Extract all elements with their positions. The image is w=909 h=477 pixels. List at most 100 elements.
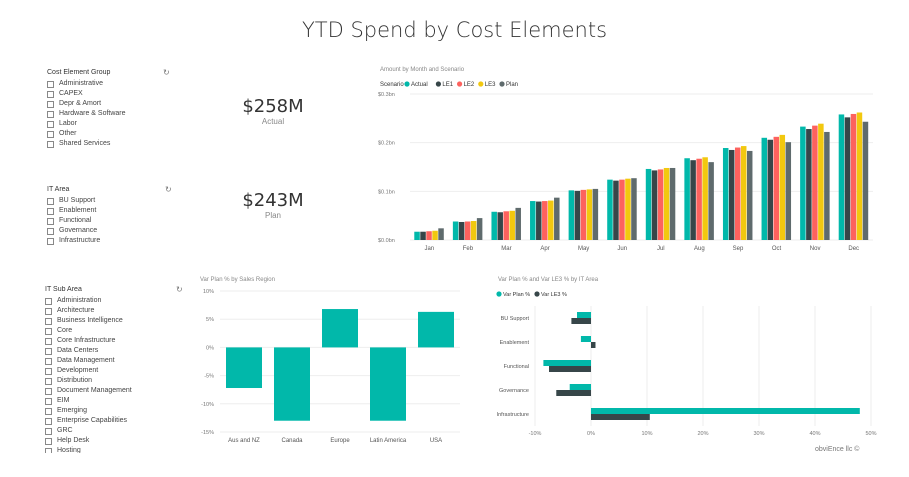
checkbox[interactable] [47,80,54,88]
slicer-item[interactable]: Development [45,366,185,376]
bar-plan-may [592,188,599,240]
checkbox[interactable] [47,100,54,108]
slicer-item[interactable]: GRC [45,426,185,436]
bar-le2-mar [503,211,509,240]
bar-actual-oct [761,137,768,240]
reset-icon[interactable]: ↻ [165,185,172,194]
checkbox[interactable] [47,197,54,205]
bar-plan-dec [862,121,869,240]
slicer-item[interactable]: Administrative [47,79,172,89]
slicer-item[interactable]: Hardware & Software [47,109,172,119]
slicer-item[interactable]: Data Management [45,356,185,366]
slicer-item[interactable]: Shared Services [47,139,172,149]
slicer-item[interactable]: EIM [45,396,185,406]
checkbox[interactable] [47,140,54,148]
checkbox[interactable] [47,120,54,128]
slicer-item[interactable]: Emerging [45,406,185,416]
bar-le3-may [586,189,593,240]
slicer-item[interactable]: Administration [45,296,185,306]
checkbox[interactable] [45,347,52,355]
checkbox[interactable] [47,217,54,225]
y-tick-label: 10% [203,289,214,295]
checkbox[interactable] [47,237,54,245]
x-tick-label: Jan [424,246,434,252]
bar-le3-jun [625,178,631,240]
checkbox[interactable] [47,227,54,235]
slicer-item[interactable]: BU Support [47,196,172,206]
checkbox[interactable] [45,307,52,315]
x-tick-label: Sep [733,246,744,252]
checkbox[interactable] [45,327,52,335]
bar-actual-jun [607,179,613,240]
slicer-item[interactable]: Labor [47,119,172,129]
slicer-it-sub-area: IT Sub Area ↻ Administration Architecture… [45,286,185,453]
slicer-item[interactable]: Data Centers [45,346,185,356]
slicer-item[interactable]: Governance [47,226,172,236]
reset-icon[interactable]: ↻ [176,286,183,294]
reset-icon[interactable]: ↻ [163,68,170,77]
checkbox[interactable] [47,110,54,118]
checkbox[interactable] [45,337,52,345]
checkbox[interactable] [45,377,52,385]
slicer-item[interactable]: Functional [47,216,172,226]
x-tick-label: -10% [529,431,542,437]
bar-actual-jul [645,168,652,240]
slicer-item[interactable]: Distribution [45,376,185,386]
bar-functional [543,360,591,366]
bar-governance [569,384,591,390]
slicer-item[interactable]: Help Desk [45,436,185,446]
x-tick-label: Apr [540,246,549,252]
checkbox[interactable] [45,297,52,305]
checkbox[interactable] [45,407,52,415]
checkbox[interactable] [45,437,52,445]
bar-actual-feb [452,221,459,240]
checkbox[interactable] [47,207,54,215]
chart-var-plan-by-region[interactable]: 10% 5% 0% -5% -10% -15% Aus and NZ Canada Europe… [195,284,465,449]
bar-le2-aug [696,158,702,240]
slicer-item-label: BU Support [59,197,96,204]
checkbox[interactable] [45,427,52,435]
bar-le1-mar [497,212,503,240]
chart-amount-by-month[interactable]: Scenario Actual LE1 LE2 LE3 Plan $0.0bn $0.1bn $… [375,76,875,262]
y-tick-label: $0.2bn [378,141,395,147]
checkbox[interactable] [45,387,52,395]
checkbox[interactable] [45,447,52,453]
checkbox[interactable] [45,417,52,425]
slicer-item-label: GRC [57,427,73,434]
slicer-item[interactable]: Business Intelligence [45,316,185,326]
bar-bu-support [571,318,591,324]
checkbox[interactable] [47,90,54,98]
x-tick-label: 40% [809,431,820,437]
y-tick-label: Enablement [500,340,530,346]
bar-plan-mar [515,207,521,240]
slicer-item[interactable]: Enablement [47,206,172,216]
checkbox[interactable] [45,357,52,365]
x-tick-label: 30% [753,431,764,437]
x-tick-label: Jun [617,246,627,252]
chart-var-by-it-area[interactable]: Var Plan % Var LE3 % -10% 0% 10% 20% 30% 40% 50%… [493,286,883,441]
slicer-item[interactable]: Core Infrastructure [45,336,185,346]
legend-marker-actual [404,81,410,87]
bar-le1-oct [767,139,774,240]
bar-le2-jul [657,169,664,240]
bar-europe [322,309,358,348]
slicer-item[interactable]: Infrastructure [47,236,172,246]
checkbox[interactable] [45,397,52,405]
bar-actual-mar [491,211,497,240]
x-tick-label: Dec [848,246,859,252]
slicer-item[interactable]: Core [45,326,185,336]
slicer-item[interactable]: Hosting [45,446,185,453]
checkbox[interactable] [45,317,52,325]
slicer-item[interactable]: Depr & Amort [47,99,172,109]
slicer-item[interactable]: Architecture [45,306,185,316]
x-tick-label: Canada [281,438,303,444]
slicer-item-label: Business Intelligence [57,317,123,324]
slicer-item[interactable]: Other [47,129,172,139]
bar-le3-dec [856,112,863,240]
slicer-item[interactable]: Enterprise Capabilities [45,416,185,426]
slicer-item[interactable]: Document Management [45,386,185,396]
checkbox[interactable] [45,367,52,375]
slicer-item[interactable]: CAPEX [47,89,172,99]
checkbox[interactable] [47,130,54,138]
legend-marker [534,291,540,297]
